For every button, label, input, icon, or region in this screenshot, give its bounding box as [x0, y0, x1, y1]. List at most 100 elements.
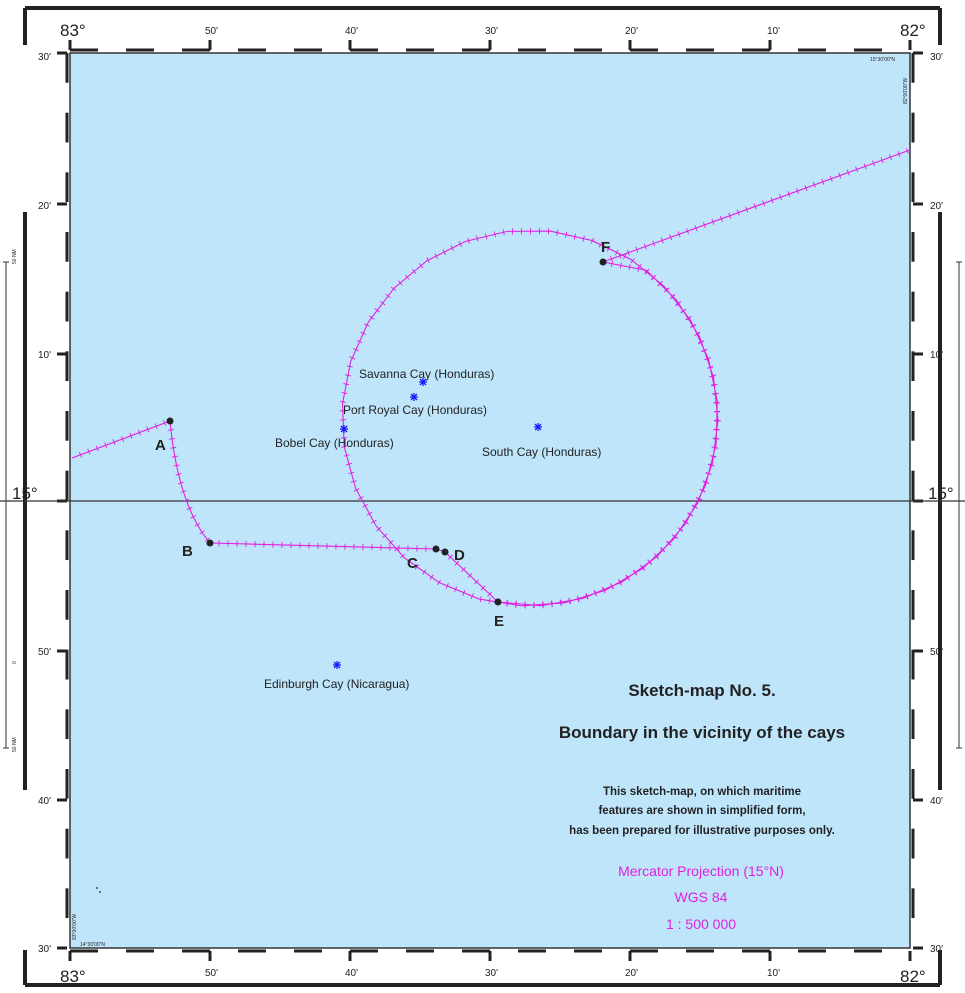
- boundary-tick: [454, 586, 458, 593]
- boundary-tick: [112, 439, 116, 446]
- corner-lon-top-left: 83°: [60, 21, 86, 40]
- boundary-tick: [487, 591, 493, 597]
- boundary-tick: [394, 546, 400, 552]
- boundary-tick: [711, 383, 718, 386]
- boundary-tick: [343, 383, 350, 386]
- boundary-tick: [710, 455, 717, 458]
- boundary-tick: [630, 258, 635, 264]
- lon-tick-bottom-10: 10': [767, 968, 780, 979]
- cay-star-icon: [340, 425, 348, 433]
- boundary-tick: [812, 181, 816, 188]
- cay-star-icon: [534, 423, 542, 431]
- boundary-tick: [855, 166, 859, 173]
- boundary-tick: [880, 157, 884, 164]
- boundary-tick: [628, 264, 631, 271]
- lon-tick-bottom-40: 40': [345, 968, 358, 979]
- boundary-tick: [796, 188, 799, 195]
- boundary-tick: [414, 564, 420, 570]
- boundary-tick: [804, 184, 808, 191]
- boundary-tick: [436, 579, 442, 586]
- boundary-tick: [199, 530, 205, 535]
- boundary-tick: [343, 454, 350, 457]
- boundary-tick: [687, 512, 694, 517]
- boundary-tick: [400, 553, 406, 559]
- boundary-tick: [643, 243, 647, 250]
- boundary-tick: [640, 565, 646, 571]
- lat-label-right-15: 15°: [928, 484, 954, 503]
- boundary-tick: [787, 191, 791, 198]
- boundary-tick: [702, 480, 709, 484]
- boundary-tick: [711, 218, 715, 225]
- boundary-segment: [71, 420, 171, 459]
- boundary-tick: [506, 600, 509, 607]
- boundary-segment: [341, 230, 719, 607]
- boundary-tick: [87, 448, 91, 455]
- boundary-tick: [698, 340, 705, 344]
- boundary-tick: [585, 592, 589, 599]
- lon-tick-top-40: 40': [345, 26, 358, 37]
- boundary-tick: [390, 286, 397, 292]
- boundary-tick: [502, 229, 505, 236]
- boundary-tick: [488, 597, 491, 604]
- lat-tick-left-30-upper: 30': [38, 52, 51, 63]
- boundary-tick: [461, 566, 466, 572]
- boundary-tick: [350, 480, 357, 483]
- point-a-marker: [166, 417, 174, 425]
- boundary-tick: [353, 348, 359, 352]
- boundary-tick: [183, 498, 190, 502]
- boundary-line: [71, 147, 911, 609]
- boundary-tick: [602, 587, 606, 594]
- lon-tick-top-20: 20': [625, 26, 638, 37]
- boundary-tick: [650, 274, 656, 280]
- boundary-tick: [699, 488, 706, 492]
- point-label-f: F: [601, 239, 610, 256]
- point-label-b: B: [182, 543, 193, 560]
- lat-tick-left-30-lower: 30': [38, 944, 51, 955]
- boundary-tick: [146, 426, 150, 433]
- boundary-tick: [360, 331, 367, 335]
- point-d-marker: [441, 548, 449, 556]
- boundary-tick: [194, 522, 201, 527]
- map-subtitle: Boundary in the vicinity of the cays: [559, 723, 845, 742]
- boundary-tick: [434, 253, 438, 259]
- boundary-tick: [753, 203, 757, 210]
- boundary-tick: [708, 463, 715, 467]
- scale-bar-label-top: 50 NM: [12, 249, 18, 264]
- boundary-tick: [713, 401, 720, 404]
- boundary-tick: [619, 262, 622, 269]
- boundary-tick: [180, 490, 187, 493]
- point-e-marker: [494, 598, 502, 606]
- boundary-tick: [348, 471, 355, 475]
- boundary-tick: [167, 429, 174, 431]
- lat-tick-left-50-lower: 50': [38, 647, 51, 658]
- boundary-tick: [474, 579, 479, 585]
- point-label-d: D: [454, 547, 465, 564]
- boundary-tick: [568, 598, 572, 605]
- cay-label-edinburgh: Edinburgh Cay (Nicaragua): [264, 677, 409, 691]
- boundary-tick: [388, 540, 394, 545]
- lon-tick-bottom-30: 30': [485, 968, 498, 979]
- point-f-marker: [599, 258, 607, 266]
- boundary-tick: [429, 574, 434, 580]
- boundary-tick: [705, 471, 712, 475]
- disclaimer-line-2: features are shown in simplified form,: [598, 805, 805, 817]
- boundary-tick: [385, 293, 391, 299]
- boundary-tick: [467, 573, 473, 579]
- boundary-tick: [177, 481, 184, 485]
- boundary-tick: [358, 496, 364, 500]
- boundary-tick: [341, 445, 348, 449]
- boundary-tick: [694, 331, 701, 336]
- boundary-tick: [582, 235, 585, 242]
- boundary-tick: [129, 432, 133, 439]
- boundary-tick: [398, 280, 403, 286]
- cay-star-icon: [410, 393, 418, 401]
- boundary-tick: [606, 245, 611, 252]
- boundary-tick: [846, 169, 850, 176]
- boundary-tick: [696, 497, 703, 501]
- boundary-tick: [711, 446, 718, 449]
- lat-tick-right-40-lower: 40': [930, 796, 943, 807]
- boundary-tick: [186, 506, 193, 511]
- boundary-tick: [339, 400, 346, 403]
- boundary-tick: [577, 595, 580, 602]
